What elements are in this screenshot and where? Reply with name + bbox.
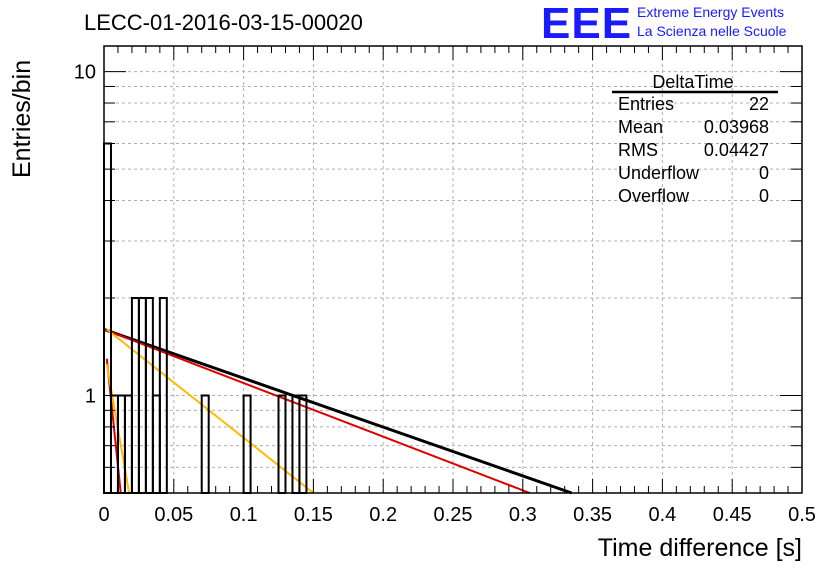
logo-caption-line2: La Scienza nelle Scuole xyxy=(637,23,787,39)
x-tick-label: 0.3 xyxy=(509,504,537,526)
stats-row-label: Underflow xyxy=(618,163,700,183)
x-tick-label: 0.5 xyxy=(788,504,816,526)
histogram-bin xyxy=(103,142,112,494)
stats-box-title: DeltaTime xyxy=(652,72,733,92)
x-tick-label: 0.05 xyxy=(154,504,193,526)
stats-row-label: Overflow xyxy=(618,186,690,206)
x-tick-label: 0.4 xyxy=(648,504,676,526)
x-tick-label: 0.2 xyxy=(369,504,397,526)
stats-row-value: 0 xyxy=(759,186,769,206)
eee-logo: EEE xyxy=(541,0,633,48)
stats-row-label: RMS xyxy=(618,140,658,160)
x-tick-label: 0.35 xyxy=(573,504,612,526)
stats-row-value: 22 xyxy=(749,94,769,114)
x-tick-label: 0.25 xyxy=(434,504,473,526)
x-axis-label: Time difference [s] xyxy=(597,534,802,562)
axes: 0 0.05 0.1 0.15 0.2 0.25 0.3 0.35 0.4 0.45 0.5 1 10 xyxy=(74,45,816,526)
fit-line-red xyxy=(103,328,531,494)
y-tick-label: 10 xyxy=(74,62,96,84)
x-tick-label: 0.1 xyxy=(230,504,258,526)
fit-curves xyxy=(103,327,573,495)
plot-title: LECC-01-2016-03-15-00020 xyxy=(84,10,363,35)
stats-row-value: 0.03968 xyxy=(704,117,769,137)
x-tick-label: 0.15 xyxy=(294,504,333,526)
logo-caption-line1: Extreme Energy Events xyxy=(637,4,785,20)
fit-line-black xyxy=(103,327,573,495)
fit-line-yellow xyxy=(106,328,315,494)
stats-row-label: Entries xyxy=(618,94,674,114)
eee-logo-caption: Extreme Energy Events La Scienza nelle S… xyxy=(637,3,786,41)
histogram-bars xyxy=(103,142,308,494)
stats-row-label: Mean xyxy=(618,117,663,137)
x-tick-label: 0.45 xyxy=(713,504,752,526)
stats-row-value: 0.04427 xyxy=(704,140,769,160)
stats-row-value: 0 xyxy=(759,163,769,183)
y-tick-label: 1 xyxy=(85,386,96,408)
x-tick-label: 0 xyxy=(98,504,109,526)
